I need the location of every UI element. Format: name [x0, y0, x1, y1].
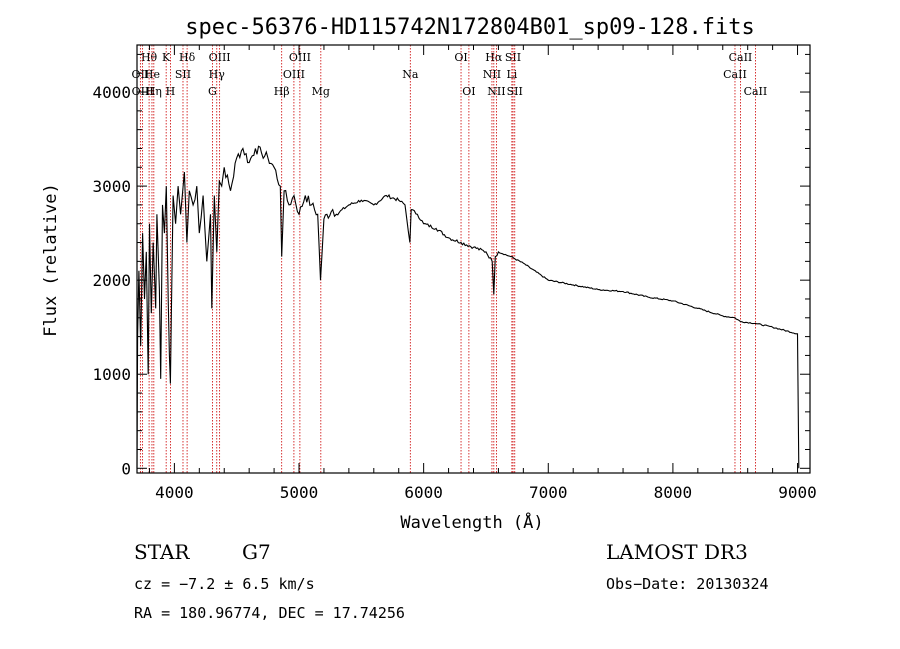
axis-ticks: 4000 5000 6000 7000 8000 9000 0 1000 2000 3000 400… [92, 45, 817, 502]
observation-date: Obs−Date: 20130324 [606, 575, 769, 593]
x-tick-label: 7000 [529, 483, 568, 502]
object-class: STAR [134, 540, 190, 564]
x-tick-label: 4000 [155, 483, 194, 502]
x-tick-label: 8000 [654, 483, 693, 502]
y-tick-label: 3000 [92, 177, 131, 196]
spectral-line-label: H [166, 85, 176, 98]
spectral-line-label: NII [483, 68, 501, 81]
x-tick-label: 5000 [280, 483, 319, 502]
spectral-line-label: Na [402, 68, 419, 81]
spectral-line-label: CaII [723, 68, 747, 81]
spectral-line-label: OI [454, 51, 467, 64]
spectral-line-label: SII [175, 68, 191, 81]
spectral-line-label: Hη [146, 85, 162, 98]
y-axis-label: Flux (relative) [41, 183, 61, 337]
y-tick-label: 1000 [92, 365, 131, 384]
spectral-line-label: CaII [744, 85, 768, 98]
spectral-line-label: Hβ [274, 85, 290, 98]
spectral-line-label: Hγ [209, 68, 226, 81]
spectral-line-label: K [162, 51, 171, 64]
spectral-line-label: OIII [209, 51, 231, 64]
spectral-line-label: SII [505, 51, 521, 64]
plot-frame [136, 44, 811, 474]
spectral-line-label: OII [132, 68, 150, 81]
x-tick-label: 9000 [778, 483, 817, 502]
spectral-line-label: OIII [289, 51, 311, 64]
spectral-line-label: SII [507, 85, 523, 98]
spectral-line-label: NII [487, 85, 505, 98]
chart-title: spec-56376-HD115742N172804B01_sp09-128.f… [185, 15, 755, 40]
object-subclass: G7 [242, 540, 271, 564]
spectrum-chart: spec-56376-HD115742N172804B01_sp09-128.f… [41, 15, 817, 533]
flux-series-line [136, 145, 800, 469]
spectral-line-label: CaII [729, 51, 753, 64]
redshift-velocity: cz = −7.2 ± 6.5 km/s [134, 575, 315, 593]
spectral-line-label: Mg [312, 85, 330, 98]
x-tick-label: 6000 [404, 483, 443, 502]
spectral-line-label: OI [462, 85, 475, 98]
spectral-line-label: He [144, 68, 160, 81]
spectral-line-label: G [208, 85, 217, 98]
coordinates: RA = 180.96774, DEC = 17.74256 [134, 604, 405, 622]
spectral-line-label: OIII [283, 68, 305, 81]
survey-name: LAMOST DR3 [606, 540, 748, 564]
y-tick-label: 0 [121, 459, 131, 478]
spectral-line-label: Hθ [141, 51, 158, 64]
spectral-line-label: Hα [485, 51, 503, 64]
y-tick-label: 4000 [92, 83, 131, 102]
y-tick-label: 2000 [92, 271, 131, 290]
spectral-line-label: Li [506, 68, 517, 81]
spectral-line-label: Hδ [179, 51, 196, 64]
x-axis-label: Wavelength (Å) [400, 511, 543, 533]
